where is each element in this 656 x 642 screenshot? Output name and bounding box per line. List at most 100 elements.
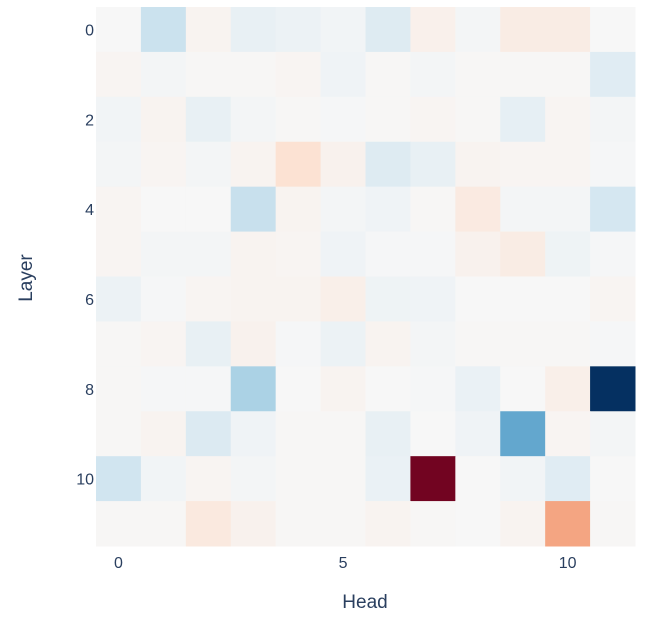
heatmap-cell-layer5-head11 <box>590 231 636 277</box>
heatmap-cell-layer9-head9 <box>500 411 546 457</box>
heatmap-cell-layer9-head6 <box>365 411 411 457</box>
heatmap-cell-layer6-head8 <box>455 276 501 322</box>
heatmap-cell-layer9-head8 <box>455 411 501 457</box>
heatmap-cell-layer8-head2 <box>185 366 232 412</box>
heatmap-cell-layer6-head10 <box>545 276 591 322</box>
heatmap-cell-layer11-head10 <box>545 501 591 547</box>
heatmap-cell-layer8-head0 <box>96 366 142 412</box>
heatmap-cell-layer7-head5 <box>320 321 366 367</box>
heatmap-cell-layer0-head10 <box>545 7 591 53</box>
heatmap-cell-layer3-head7 <box>410 141 456 188</box>
heatmap-cell-layer4-head4 <box>275 186 322 233</box>
heatmap-cell-layer5-head7 <box>410 231 456 277</box>
heatmap-cell-layer0-head5 <box>320 7 366 53</box>
heatmap-cell-layer3-head5 <box>320 141 366 188</box>
heatmap-cell-layer8-head10 <box>545 366 591 412</box>
heatmap-cell-layer9-head5 <box>320 411 366 457</box>
heatmap-cell-layer4-head1 <box>140 186 187 233</box>
heatmap-cell-layer7-head9 <box>500 321 546 367</box>
heatmap-cell-layer10-head11 <box>590 456 636 502</box>
heatmap-cell-layer6-head4 <box>275 276 322 322</box>
x-tick-label: 5 <box>339 555 348 572</box>
heatmap-cell-layer10-head4 <box>275 456 322 502</box>
heatmap-cell-layer10-head10 <box>545 456 591 502</box>
heatmap-cell-layer8-head3 <box>230 366 277 412</box>
heatmap-cell-layer0-head4 <box>275 7 322 53</box>
y-tick-label: 0 <box>85 22 94 39</box>
heatmap-cell-layer6-head1 <box>140 276 187 322</box>
heatmap-cell-layer11-head9 <box>500 501 546 547</box>
heatmap-cell-layer1-head0 <box>96 51 142 98</box>
heatmap-cell-layer8-head9 <box>500 366 546 412</box>
heatmap-cell-layer4-head6 <box>365 186 411 233</box>
heatmap-cell-layer0-head8 <box>455 7 501 53</box>
heatmap-cell-layer7-head7 <box>410 321 456 367</box>
heatmap-cell-layer7-head2 <box>185 321 232 367</box>
heatmap-cell-layer10-head0 <box>96 456 142 502</box>
heatmap-cell-layer1-head7 <box>410 51 456 98</box>
heatmap-cell-layer4-head8 <box>455 186 501 233</box>
heatmap-cell-layer10-head3 <box>230 456 277 502</box>
heatmap-cell-layer4-head9 <box>500 186 546 233</box>
heatmap-cell-layer4-head0 <box>96 186 142 233</box>
heatmap-cell-layer11-head3 <box>230 501 277 547</box>
heatmap-cell-layer2-head5 <box>320 96 366 143</box>
heatmap-cell-layer8-head5 <box>320 366 366 412</box>
heatmap-cell-layer11-head1 <box>140 501 187 547</box>
heatmap-cell-layer2-head0 <box>96 96 142 143</box>
y-tick-label: 8 <box>85 382 94 399</box>
y-tick-label: 2 <box>85 112 94 129</box>
heatmap-cell-layer2-head7 <box>410 96 456 143</box>
heatmap-cell-layer10-head7 <box>410 456 456 502</box>
heatmap-cell-layer5-head3 <box>230 231 277 277</box>
heatmap-cell-layer6-head11 <box>590 276 636 322</box>
heatmap-cell-layer5-head10 <box>545 231 591 277</box>
x-axis-title: Head <box>342 592 387 613</box>
heatmap-cell-layer9-head4 <box>275 411 322 457</box>
heatmap-cell-layer1-head6 <box>365 51 411 98</box>
heatmap-cell-layer2-head11 <box>590 96 636 143</box>
heatmap-cell-layer9-head11 <box>590 411 636 457</box>
heatmap-cell-layer10-head1 <box>140 456 187 502</box>
heatmap-cell-layer1-head11 <box>590 51 636 98</box>
heatmap-cell-layer5-head0 <box>96 231 142 277</box>
heatmap-cell-layer10-head5 <box>320 456 366 502</box>
heatmap-cell-layer1-head3 <box>230 51 277 98</box>
heatmap-cells <box>96 7 636 547</box>
heatmap-cell-layer8-head6 <box>365 366 411 412</box>
heatmap-cell-layer6-head2 <box>185 276 232 322</box>
heatmap-cell-layer1-head5 <box>320 51 366 98</box>
heatmap-cell-layer3-head9 <box>500 141 546 188</box>
heatmap-cell-layer2-head4 <box>275 96 322 143</box>
heatmap-cell-layer5-head6 <box>365 231 411 277</box>
heatmap-cell-layer3-head1 <box>140 141 187 188</box>
heatmap-cell-layer3-head6 <box>365 141 411 188</box>
heatmap-cell-layer3-head0 <box>96 141 142 188</box>
heatmap-cell-layer1-head1 <box>140 51 187 98</box>
heatmap-cell-layer3-head8 <box>455 141 501 188</box>
heatmap-cell-layer0-head11 <box>590 7 636 53</box>
heatmap-cell-layer4-head7 <box>410 186 456 233</box>
heatmap-cell-layer4-head3 <box>230 186 277 233</box>
heatmap-cell-layer5-head1 <box>140 231 187 277</box>
heatmap-cell-layer7-head8 <box>455 321 501 367</box>
heatmap-cell-layer7-head3 <box>230 321 277 367</box>
heatmap-cell-layer7-head6 <box>365 321 411 367</box>
y-axis-ticks: 0 2 4 6 8 10 <box>76 22 94 488</box>
x-tick-label: 0 <box>114 555 123 572</box>
heatmap-cell-layer2-head2 <box>185 96 232 143</box>
heatmap-cell-layer4-head2 <box>185 186 232 233</box>
heatmap-cell-layer2-head9 <box>500 96 546 143</box>
heatmap-cell-layer2-head3 <box>230 96 277 143</box>
y-tick-label: 6 <box>85 292 94 309</box>
heatmap-cell-layer1-head2 <box>185 51 232 98</box>
heatmap-cell-layer3-head11 <box>590 141 636 188</box>
heatmap-cell-layer10-head8 <box>455 456 501 502</box>
heatmap-cell-layer0-head3 <box>230 7 277 53</box>
heatmap-cell-layer3-head2 <box>185 141 232 188</box>
heatmap-cell-layer8-head8 <box>455 366 501 412</box>
heatmap-cell-layer8-head11 <box>590 366 636 412</box>
heatmap-cell-layer4-head10 <box>545 186 591 233</box>
